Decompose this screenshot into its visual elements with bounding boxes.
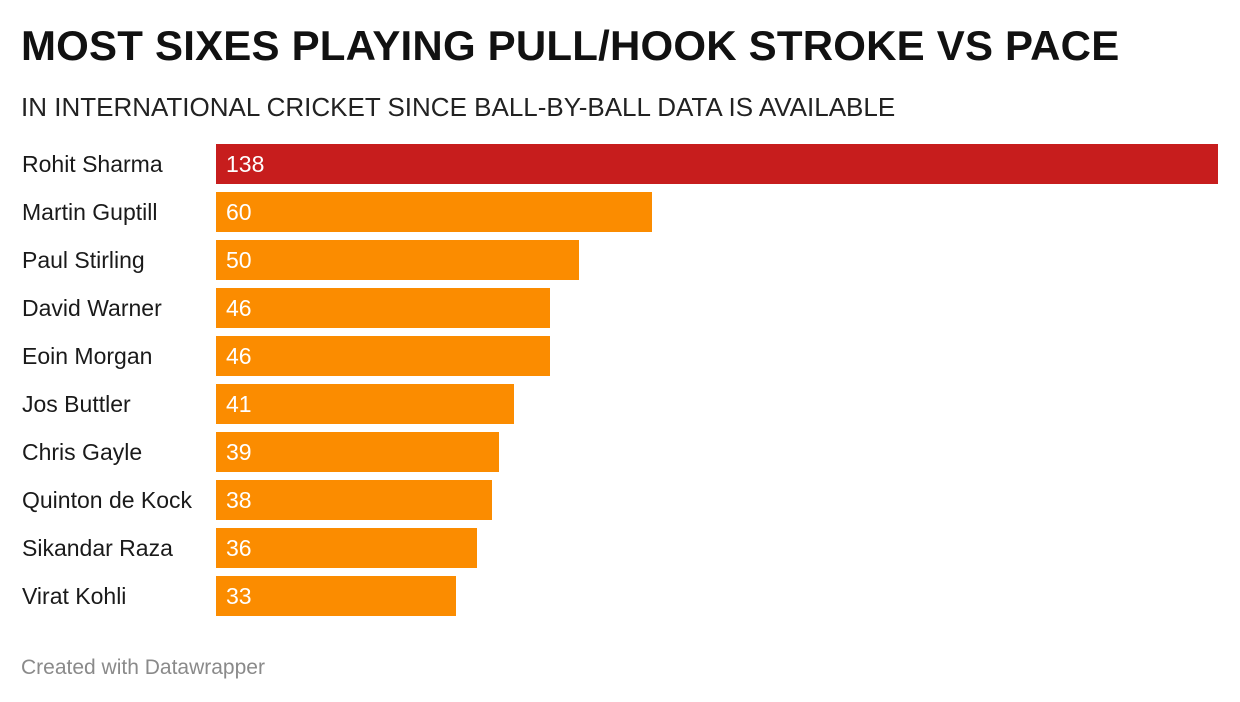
category-label: David Warner <box>22 295 162 321</box>
category-label: Rohit Sharma <box>22 151 163 177</box>
bar-row: Sikandar Raza 36 <box>22 528 477 568</box>
value-label: 46 <box>226 343 252 369</box>
bar <box>216 336 550 376</box>
category-label: Quinton de Kock <box>22 487 193 513</box>
bar <box>216 288 550 328</box>
value-label: 60 <box>226 199 252 225</box>
bar-row: Martin Guptill 60 <box>22 192 652 232</box>
value-label: 50 <box>226 247 252 273</box>
category-label: Sikandar Raza <box>22 535 173 561</box>
value-label: 39 <box>226 439 252 465</box>
bar <box>216 384 514 424</box>
bar-row: Eoin Morgan 46 <box>22 336 550 376</box>
bar <box>216 480 492 520</box>
bar <box>216 576 456 616</box>
category-label: Martin Guptill <box>22 199 157 225</box>
category-label: Virat Kohli <box>22 583 126 609</box>
bar-row: Quinton de Kock 38 <box>22 480 492 520</box>
bar <box>216 528 477 568</box>
bar-row: Rohit Sharma 138 <box>22 144 1218 184</box>
bar-row: Jos Buttler 41 <box>22 384 514 424</box>
value-label: 33 <box>226 583 252 609</box>
bar-row: Paul Stirling 50 <box>22 240 579 280</box>
category-label: Eoin Morgan <box>22 343 152 369</box>
datawrapper-credit: Created with Datawrapper <box>21 656 265 679</box>
bar <box>216 432 499 472</box>
bar <box>216 192 652 232</box>
chart-title: MOST SIXES PLAYING PULL/HOOK STROKE VS P… <box>21 22 1120 69</box>
chart-subtitle: IN INTERNATIONAL CRICKET SINCE BALL-BY-B… <box>21 92 896 122</box>
bar-row: Chris Gayle 39 <box>22 432 499 472</box>
bar-row: Virat Kohli 33 <box>22 576 456 616</box>
value-label: 46 <box>226 295 252 321</box>
value-label: 41 <box>226 391 252 417</box>
value-label: 38 <box>226 487 252 513</box>
value-label: 138 <box>226 151 264 177</box>
value-label: 36 <box>226 535 252 561</box>
bar-row: David Warner 46 <box>22 288 550 328</box>
category-label: Chris Gayle <box>22 439 142 465</box>
category-label: Paul Stirling <box>22 247 145 273</box>
bar <box>216 144 1218 184</box>
bar <box>216 240 579 280</box>
category-label: Jos Buttler <box>22 391 131 417</box>
